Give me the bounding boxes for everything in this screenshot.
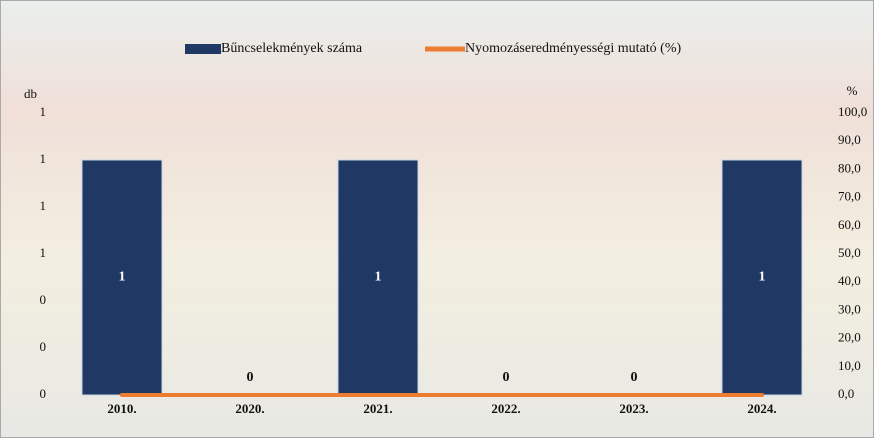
data-label: 0	[503, 370, 510, 385]
bar	[81, 159, 163, 396]
y2-tick-label: 90,0	[838, 132, 861, 147]
y2-tick-label: 10,0	[838, 358, 861, 373]
x-tick-label: 2022.	[491, 401, 520, 416]
y-axis-label: db	[24, 86, 37, 101]
y-tick-label: 1	[40, 104, 47, 119]
x-tick-label: 2023.	[619, 401, 648, 416]
y2-tick-label: 80,0	[838, 160, 861, 175]
y2-tick-label: 0,0	[838, 386, 854, 401]
legend-label: Bűncselekmények száma	[221, 41, 363, 56]
data-label: 0	[247, 370, 254, 385]
y2-tick-label: 60,0	[838, 217, 861, 232]
bar	[337, 159, 419, 396]
y2-tick-label: 100,0	[838, 104, 867, 119]
x-tick-label: 2010.	[107, 401, 136, 416]
y-tick-label: 1	[40, 198, 47, 213]
y2-tick-label: 20,0	[838, 330, 861, 345]
legend-label: Nyomozáseredményességi mutató (%)	[465, 41, 681, 56]
y2-tick-label: 40,0	[838, 273, 861, 288]
y-tick-label: 1	[40, 151, 47, 166]
y2-tick-label: 50,0	[838, 245, 861, 260]
y2-tick-label: 70,0	[838, 189, 861, 204]
x-tick-label: 2020.	[235, 401, 264, 416]
y-tick-label: 0	[40, 292, 47, 307]
x-tick-label: 2021.	[363, 401, 392, 416]
data-label: 1	[759, 270, 766, 285]
y-tick-label: 0	[40, 386, 47, 401]
y2-axis-label: %	[847, 83, 858, 98]
x-tick-label: 2024.	[747, 401, 776, 416]
data-label: 1	[375, 270, 382, 285]
legend-swatch	[185, 44, 221, 54]
data-label: 0	[631, 370, 638, 385]
y-tick-label: 1	[40, 245, 47, 260]
y-tick-label: 0	[40, 339, 47, 354]
bar	[721, 159, 803, 396]
y2-tick-label: 30,0	[838, 301, 861, 316]
data-label: 1	[119, 270, 126, 285]
